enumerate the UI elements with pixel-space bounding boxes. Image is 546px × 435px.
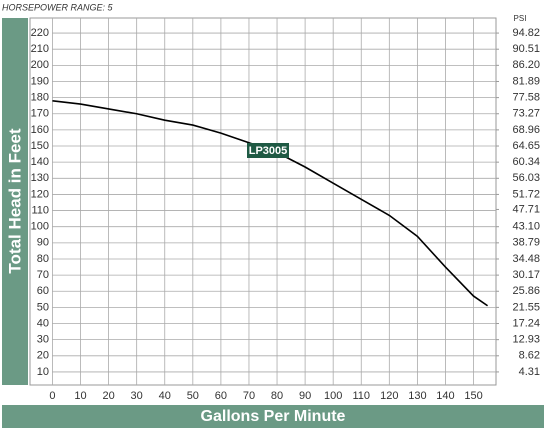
y-label-bar xyxy=(2,18,28,385)
x-tick-label: 10 xyxy=(74,390,86,402)
y-tick-label: 110 xyxy=(31,204,49,216)
y2-label: PSI xyxy=(514,14,527,23)
y-tick-label: 160 xyxy=(31,124,49,136)
y-tick-label: 30 xyxy=(37,334,49,346)
y-tick-label: 10 xyxy=(37,366,49,378)
x-tick-label: 0 xyxy=(49,390,55,402)
x-tick-label: 120 xyxy=(380,390,398,402)
x-tick-label: 90 xyxy=(299,390,311,402)
x-tick-label: 50 xyxy=(187,390,199,402)
y-tick-label: 130 xyxy=(31,172,49,184)
y2-tick-label: 12.93 xyxy=(512,334,540,346)
x-tick-label: 100 xyxy=(324,390,342,402)
y-tick-label: 80 xyxy=(37,253,49,265)
y-tick-label: 70 xyxy=(37,269,49,281)
y-tick-label: 200 xyxy=(31,59,49,71)
y-tick-label: 190 xyxy=(31,75,49,87)
y-tick-label: 170 xyxy=(31,108,49,120)
y2-tick-label: 51.72 xyxy=(512,188,540,200)
y2-tick-label: 60.34 xyxy=(512,156,540,168)
y2-tick-label: 56.03 xyxy=(512,172,540,184)
y2-tick-label: 86.20 xyxy=(512,59,540,71)
y2-tick-label: 81.89 xyxy=(512,75,540,87)
y-tick-label: 140 xyxy=(31,156,49,168)
y-label: Total Head in Feet xyxy=(5,128,24,273)
x-tick-label: 130 xyxy=(408,390,426,402)
y2-tick-label: 4.31 xyxy=(519,366,540,378)
x-tick-label: 30 xyxy=(131,390,143,402)
x-tick-label: 110 xyxy=(352,390,370,402)
y2-tick-label: 34.48 xyxy=(512,253,540,265)
y-tick-label: 100 xyxy=(31,221,49,233)
plot-frame xyxy=(29,17,497,386)
y-tick-label: 40 xyxy=(37,317,49,329)
annotation-box xyxy=(247,143,289,158)
y2-tick-label: 43.10 xyxy=(512,221,540,233)
y-tick-label: 210 xyxy=(31,43,49,55)
y2-tick-label: 38.79 xyxy=(512,237,540,249)
y-tick-label: 180 xyxy=(31,92,49,104)
y2-tick-label: 94.82 xyxy=(512,27,540,39)
x-label: Gallons Per Minute xyxy=(201,408,346,425)
x-tick-label: 140 xyxy=(436,390,454,402)
y2-tick-label: 77.58 xyxy=(512,92,540,104)
y2-tick-label: 73.27 xyxy=(512,108,540,120)
y-tick-label: 20 xyxy=(37,350,49,362)
x-tick-label: 80 xyxy=(271,390,283,402)
y2-tick-label: 90.51 xyxy=(512,43,540,55)
y2-tick-label: 30.17 xyxy=(512,269,540,281)
y-tick-label: 150 xyxy=(31,140,49,152)
y-tick-label: 90 xyxy=(37,237,49,249)
x-tick-label: 150 xyxy=(464,390,482,402)
x-tick-label: 70 xyxy=(243,390,255,402)
y-tick-label: 120 xyxy=(31,188,49,200)
x-tick-label: 60 xyxy=(215,390,227,402)
subtitle: HORSEPOWER RANGE: 5 xyxy=(2,2,114,12)
x-label-bar xyxy=(2,405,544,428)
y2-tick-label: 47.71 xyxy=(512,203,540,215)
y2-tick-label: 64.65 xyxy=(512,140,540,152)
x-tick-label: 40 xyxy=(159,390,171,402)
y-tick-label: 60 xyxy=(37,285,49,297)
annotation: LP3005 xyxy=(249,145,288,157)
y2-tick-label: 25.86 xyxy=(512,285,540,297)
y2-tick-label: 68.96 xyxy=(512,124,540,136)
y2-tick-label: 21.55 xyxy=(512,301,540,313)
x-tick-label: 20 xyxy=(102,390,114,402)
y2-tick-label: 8.62 xyxy=(519,350,540,362)
y2-tick-label: 17.24 xyxy=(512,317,540,329)
y-tick-label: 220 xyxy=(31,27,49,39)
y-tick-label: 50 xyxy=(37,301,49,313)
